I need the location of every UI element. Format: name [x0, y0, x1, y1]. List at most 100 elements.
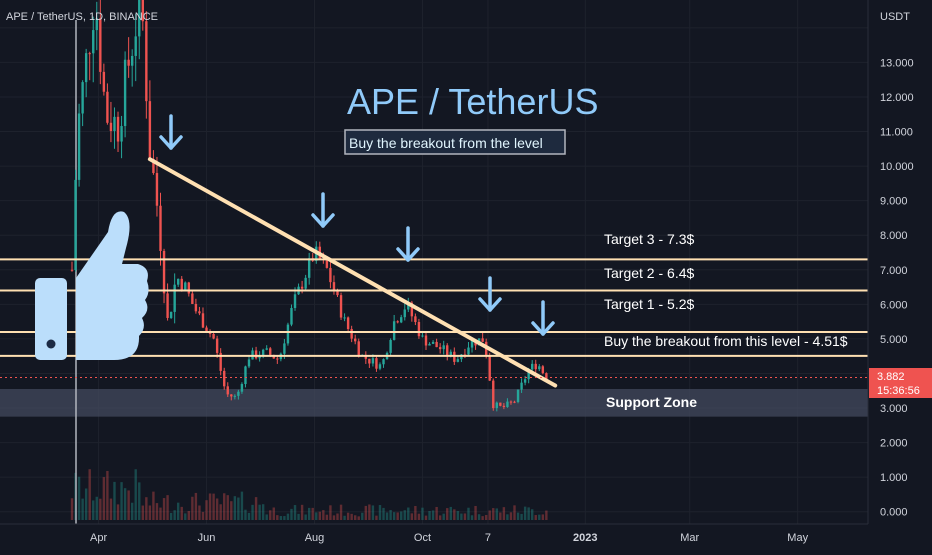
- volume-bar: [389, 510, 392, 520]
- candle-body: [81, 82, 84, 114]
- candle-body: [492, 380, 495, 409]
- candle-body: [343, 317, 346, 319]
- time-tick-label: 7: [485, 532, 491, 544]
- volume-bar: [88, 469, 91, 520]
- current-price-value: 3.882: [877, 371, 905, 383]
- breakout-label: Buy the breakout from this level - 4.51$: [604, 333, 848, 349]
- candle-body: [244, 366, 247, 385]
- volume-bar: [254, 497, 258, 520]
- candle-body: [325, 259, 329, 268]
- candle-body: [233, 395, 237, 397]
- volume-bar: [442, 513, 445, 520]
- volume-bar: [541, 514, 545, 520]
- volume-bar: [463, 513, 467, 520]
- volume-bar: [272, 507, 275, 520]
- volume-bar: [453, 509, 456, 520]
- candle-body: [403, 309, 406, 318]
- candle-body: [92, 30, 95, 54]
- candle-body: [237, 391, 240, 396]
- subtitle-box: [344, 129, 566, 155]
- volume-bar: [187, 511, 191, 520]
- volume-bar: [516, 512, 520, 520]
- candle-body: [180, 278, 183, 290]
- candle-body: [488, 355, 491, 381]
- volume-bar: [102, 477, 106, 520]
- volume-bar: [339, 504, 343, 520]
- candle-body: [350, 329, 353, 339]
- volume-bar: [223, 493, 226, 520]
- candle-body: [123, 59, 127, 127]
- volume-bar: [173, 510, 176, 520]
- volume-bar: [438, 515, 442, 520]
- volume-bar: [169, 512, 173, 520]
- candle-body: [283, 343, 286, 354]
- volume-bar: [233, 496, 237, 520]
- symbol-header[interactable]: APE / TetherUS, 1D, BINANCE: [6, 11, 158, 23]
- candle-body: [113, 116, 116, 132]
- volume-bar: [403, 510, 406, 520]
- candle-body: [155, 173, 159, 206]
- volume-bar: [269, 510, 272, 520]
- volume-bar: [385, 512, 389, 520]
- volume-bar: [240, 491, 244, 520]
- candle-body: [435, 341, 438, 348]
- volume-bar: [106, 470, 109, 520]
- candle-body: [187, 282, 191, 294]
- volume-bar: [120, 482, 123, 520]
- candle-body: [258, 356, 261, 359]
- volume-bar: [545, 510, 548, 520]
- target2-label: Target 2 - 6.4$: [604, 265, 694, 281]
- volume-bar: [329, 505, 332, 520]
- candle-body: [516, 389, 520, 402]
- candle-body: [120, 126, 123, 142]
- candle-body: [339, 295, 343, 318]
- candle-body: [265, 348, 268, 350]
- price-tick-label: 6.000: [880, 299, 908, 311]
- volume-bar: [127, 490, 130, 520]
- candle-body: [407, 302, 410, 310]
- candle-body: [396, 321, 399, 323]
- volume-bar: [81, 498, 84, 520]
- volume-bar: [70, 498, 74, 520]
- volume-bar: [417, 513, 421, 520]
- volume-bar: [523, 506, 527, 520]
- volume-bar: [354, 515, 357, 520]
- price-tick-label: 0.000: [880, 507, 908, 519]
- candle-body: [449, 351, 452, 356]
- volume-bar: [495, 508, 498, 520]
- volume-bar: [138, 482, 141, 520]
- candle-body: [70, 269, 74, 271]
- volume-bar: [276, 515, 279, 520]
- candle-body: [290, 307, 293, 325]
- volume-bar: [307, 507, 311, 520]
- candle-body: [307, 258, 311, 278]
- volume-bar: [534, 515, 537, 520]
- volume-bar: [304, 514, 307, 520]
- candle-body: [109, 122, 113, 132]
- candle-body: [145, 21, 148, 102]
- volume-bar: [226, 495, 229, 520]
- volume-bar: [283, 516, 286, 520]
- price-tick-label: 9.000: [880, 196, 908, 208]
- volume-bar: [424, 515, 428, 520]
- price-axis[interactable]: USDT 13.000 12.000 11.000 10.000 9.000 8.000 7…: [867, 0, 932, 550]
- candle-body: [162, 250, 166, 294]
- candle-body: [417, 322, 421, 337]
- candle-body: [276, 358, 279, 360]
- volume-bar: [251, 504, 254, 520]
- candle-body: [269, 348, 272, 355]
- volume-bar: [113, 481, 116, 520]
- volume-bar: [474, 505, 477, 520]
- candle-body: [293, 294, 297, 308]
- trendline[interactable]: [147, 157, 558, 388]
- time-axis[interactable]: Apr Jun Aug Oct 7 2023 Mar May: [0, 523, 868, 544]
- candle-body: [159, 205, 162, 251]
- candle-body: [77, 113, 81, 180]
- candle-body: [481, 338, 484, 342]
- candle-body: [134, 36, 137, 56]
- volume-bar: [456, 511, 460, 520]
- candle-body: [428, 343, 431, 346]
- candle-body: [527, 369, 530, 380]
